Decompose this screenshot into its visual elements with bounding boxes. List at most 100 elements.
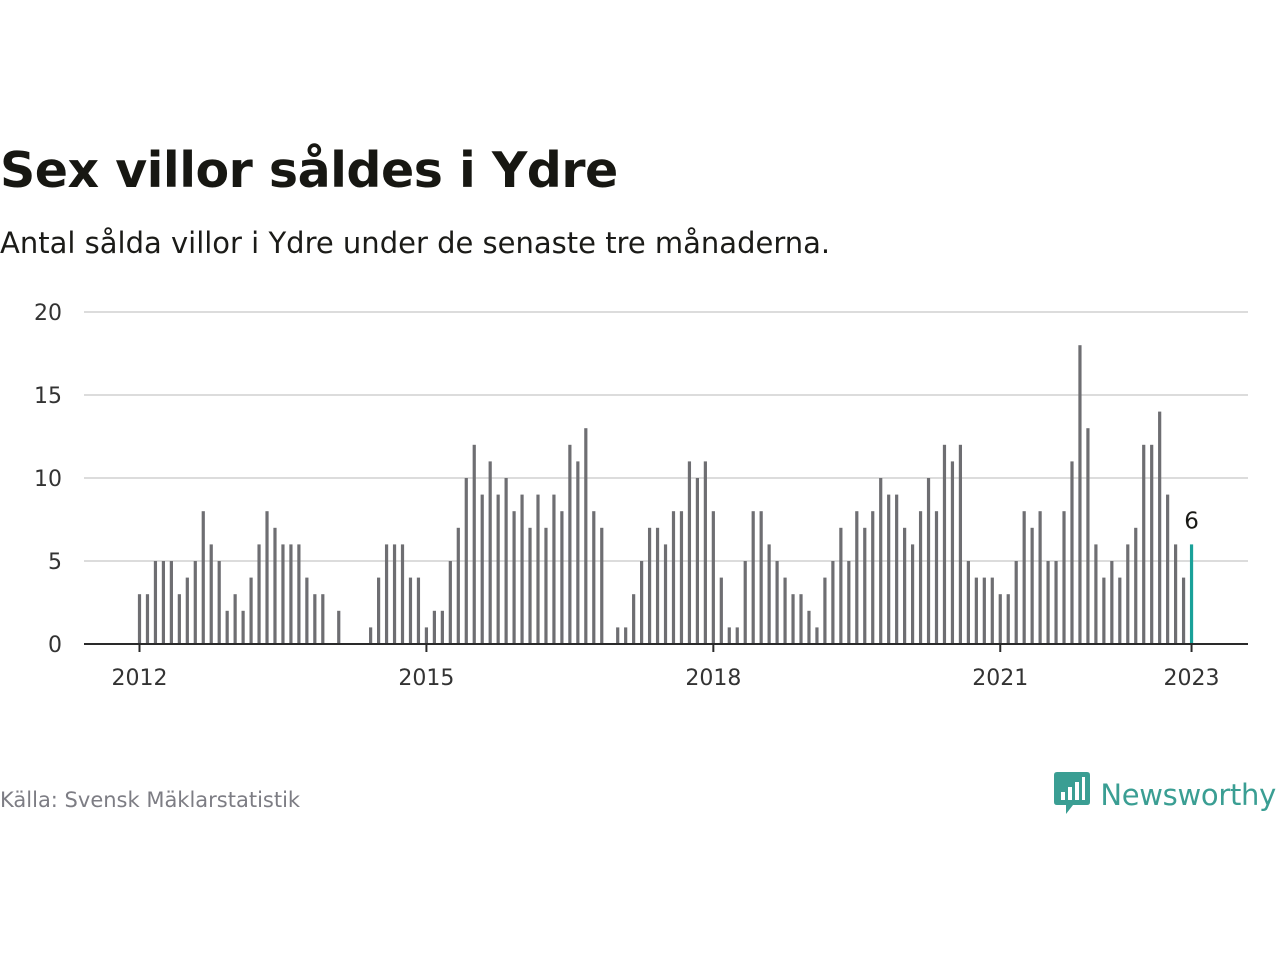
bar: [958, 444, 963, 644]
bar: [544, 527, 548, 644]
bar: [1046, 561, 1050, 644]
bar: [273, 527, 277, 644]
bar: [839, 527, 843, 644]
newsworthy-logo-icon: [1054, 772, 1091, 814]
y-tick-label: 20: [34, 301, 62, 326]
bar: [1094, 544, 1098, 644]
bar: [759, 511, 763, 644]
bar: [1062, 511, 1066, 644]
bar: [1150, 444, 1154, 644]
bar: [918, 511, 923, 644]
x-tick-label: 2023: [1164, 666, 1220, 691]
bar: [767, 544, 771, 644]
bar: [910, 544, 915, 644]
bar: [1126, 544, 1130, 644]
bar: [775, 561, 779, 644]
bar: [337, 610, 341, 644]
bar: [616, 627, 620, 644]
bar: [640, 561, 644, 644]
bar: [815, 627, 819, 644]
bar: [871, 511, 875, 644]
bar: [424, 627, 429, 644]
bar: [592, 511, 596, 644]
bar: [480, 494, 484, 644]
bar: [576, 461, 580, 644]
bar: [632, 594, 636, 644]
bar: [847, 561, 851, 644]
chart-title: Sex villor såldes i Ydre: [0, 142, 618, 199]
bar: [217, 561, 221, 644]
bar: [137, 594, 142, 644]
bar: [568, 444, 572, 644]
bar: [281, 544, 285, 644]
bar: [934, 511, 939, 644]
bar: [1166, 494, 1170, 644]
bar: [153, 561, 158, 644]
bar: [1181, 577, 1186, 644]
bar: [297, 544, 301, 644]
bar: [1174, 544, 1178, 644]
bar: [408, 577, 413, 644]
bar: [1054, 561, 1058, 644]
bar: [512, 511, 516, 644]
bar: [719, 577, 723, 644]
bar: [472, 444, 476, 644]
bar: [177, 594, 181, 644]
bar: [504, 478, 508, 644]
bar: [663, 544, 668, 644]
bar: [241, 610, 245, 644]
bar: [464, 478, 468, 644]
bar: [560, 511, 564, 644]
bar: [1030, 527, 1034, 644]
bar: [903, 527, 907, 644]
bar: [1189, 544, 1194, 644]
bar: [950, 461, 955, 644]
bar: [496, 494, 500, 644]
bar: [552, 494, 556, 644]
bar: [671, 511, 676, 644]
x-tick-label: 2012: [112, 666, 168, 691]
bar: [1134, 527, 1138, 644]
brand-logo[interactable]: Newsworthy: [1054, 772, 1276, 818]
bar: [1070, 461, 1074, 644]
bar: [966, 561, 970, 644]
bar: [624, 627, 628, 644]
bar: [600, 527, 604, 644]
bar: [687, 461, 692, 644]
bar: [265, 511, 269, 644]
bar: [974, 577, 978, 644]
bar: [520, 494, 524, 644]
bar: [1086, 428, 1090, 644]
bar: [584, 428, 588, 644]
bar: [488, 461, 492, 644]
x-tick-label: 2015: [398, 666, 454, 691]
bar: [1078, 345, 1082, 644]
bar: [193, 561, 197, 644]
bar: [384, 544, 389, 644]
bar: [1014, 561, 1018, 644]
bar: [233, 594, 237, 644]
bar: [225, 610, 229, 644]
bar: [249, 577, 253, 644]
bar: [1118, 577, 1122, 644]
bar: [879, 478, 883, 644]
bar: [735, 627, 739, 644]
bar: [703, 461, 707, 644]
bar: [313, 594, 317, 644]
bar: [751, 511, 755, 644]
bar: [305, 577, 309, 644]
bar: [448, 561, 452, 644]
bar: [400, 544, 405, 644]
bar: [289, 544, 293, 644]
bar: [990, 577, 994, 644]
bar: [377, 577, 381, 644]
bar: [145, 594, 150, 644]
bar: [1142, 444, 1146, 644]
chart-subtitle: Antal sålda villor i Ydre under de senas…: [0, 226, 831, 260]
bar: [887, 494, 891, 644]
bar: [416, 577, 421, 644]
bar: [783, 577, 787, 644]
y-tick-label: 15: [34, 384, 62, 409]
bar: [1102, 577, 1106, 644]
bar: [369, 627, 373, 644]
